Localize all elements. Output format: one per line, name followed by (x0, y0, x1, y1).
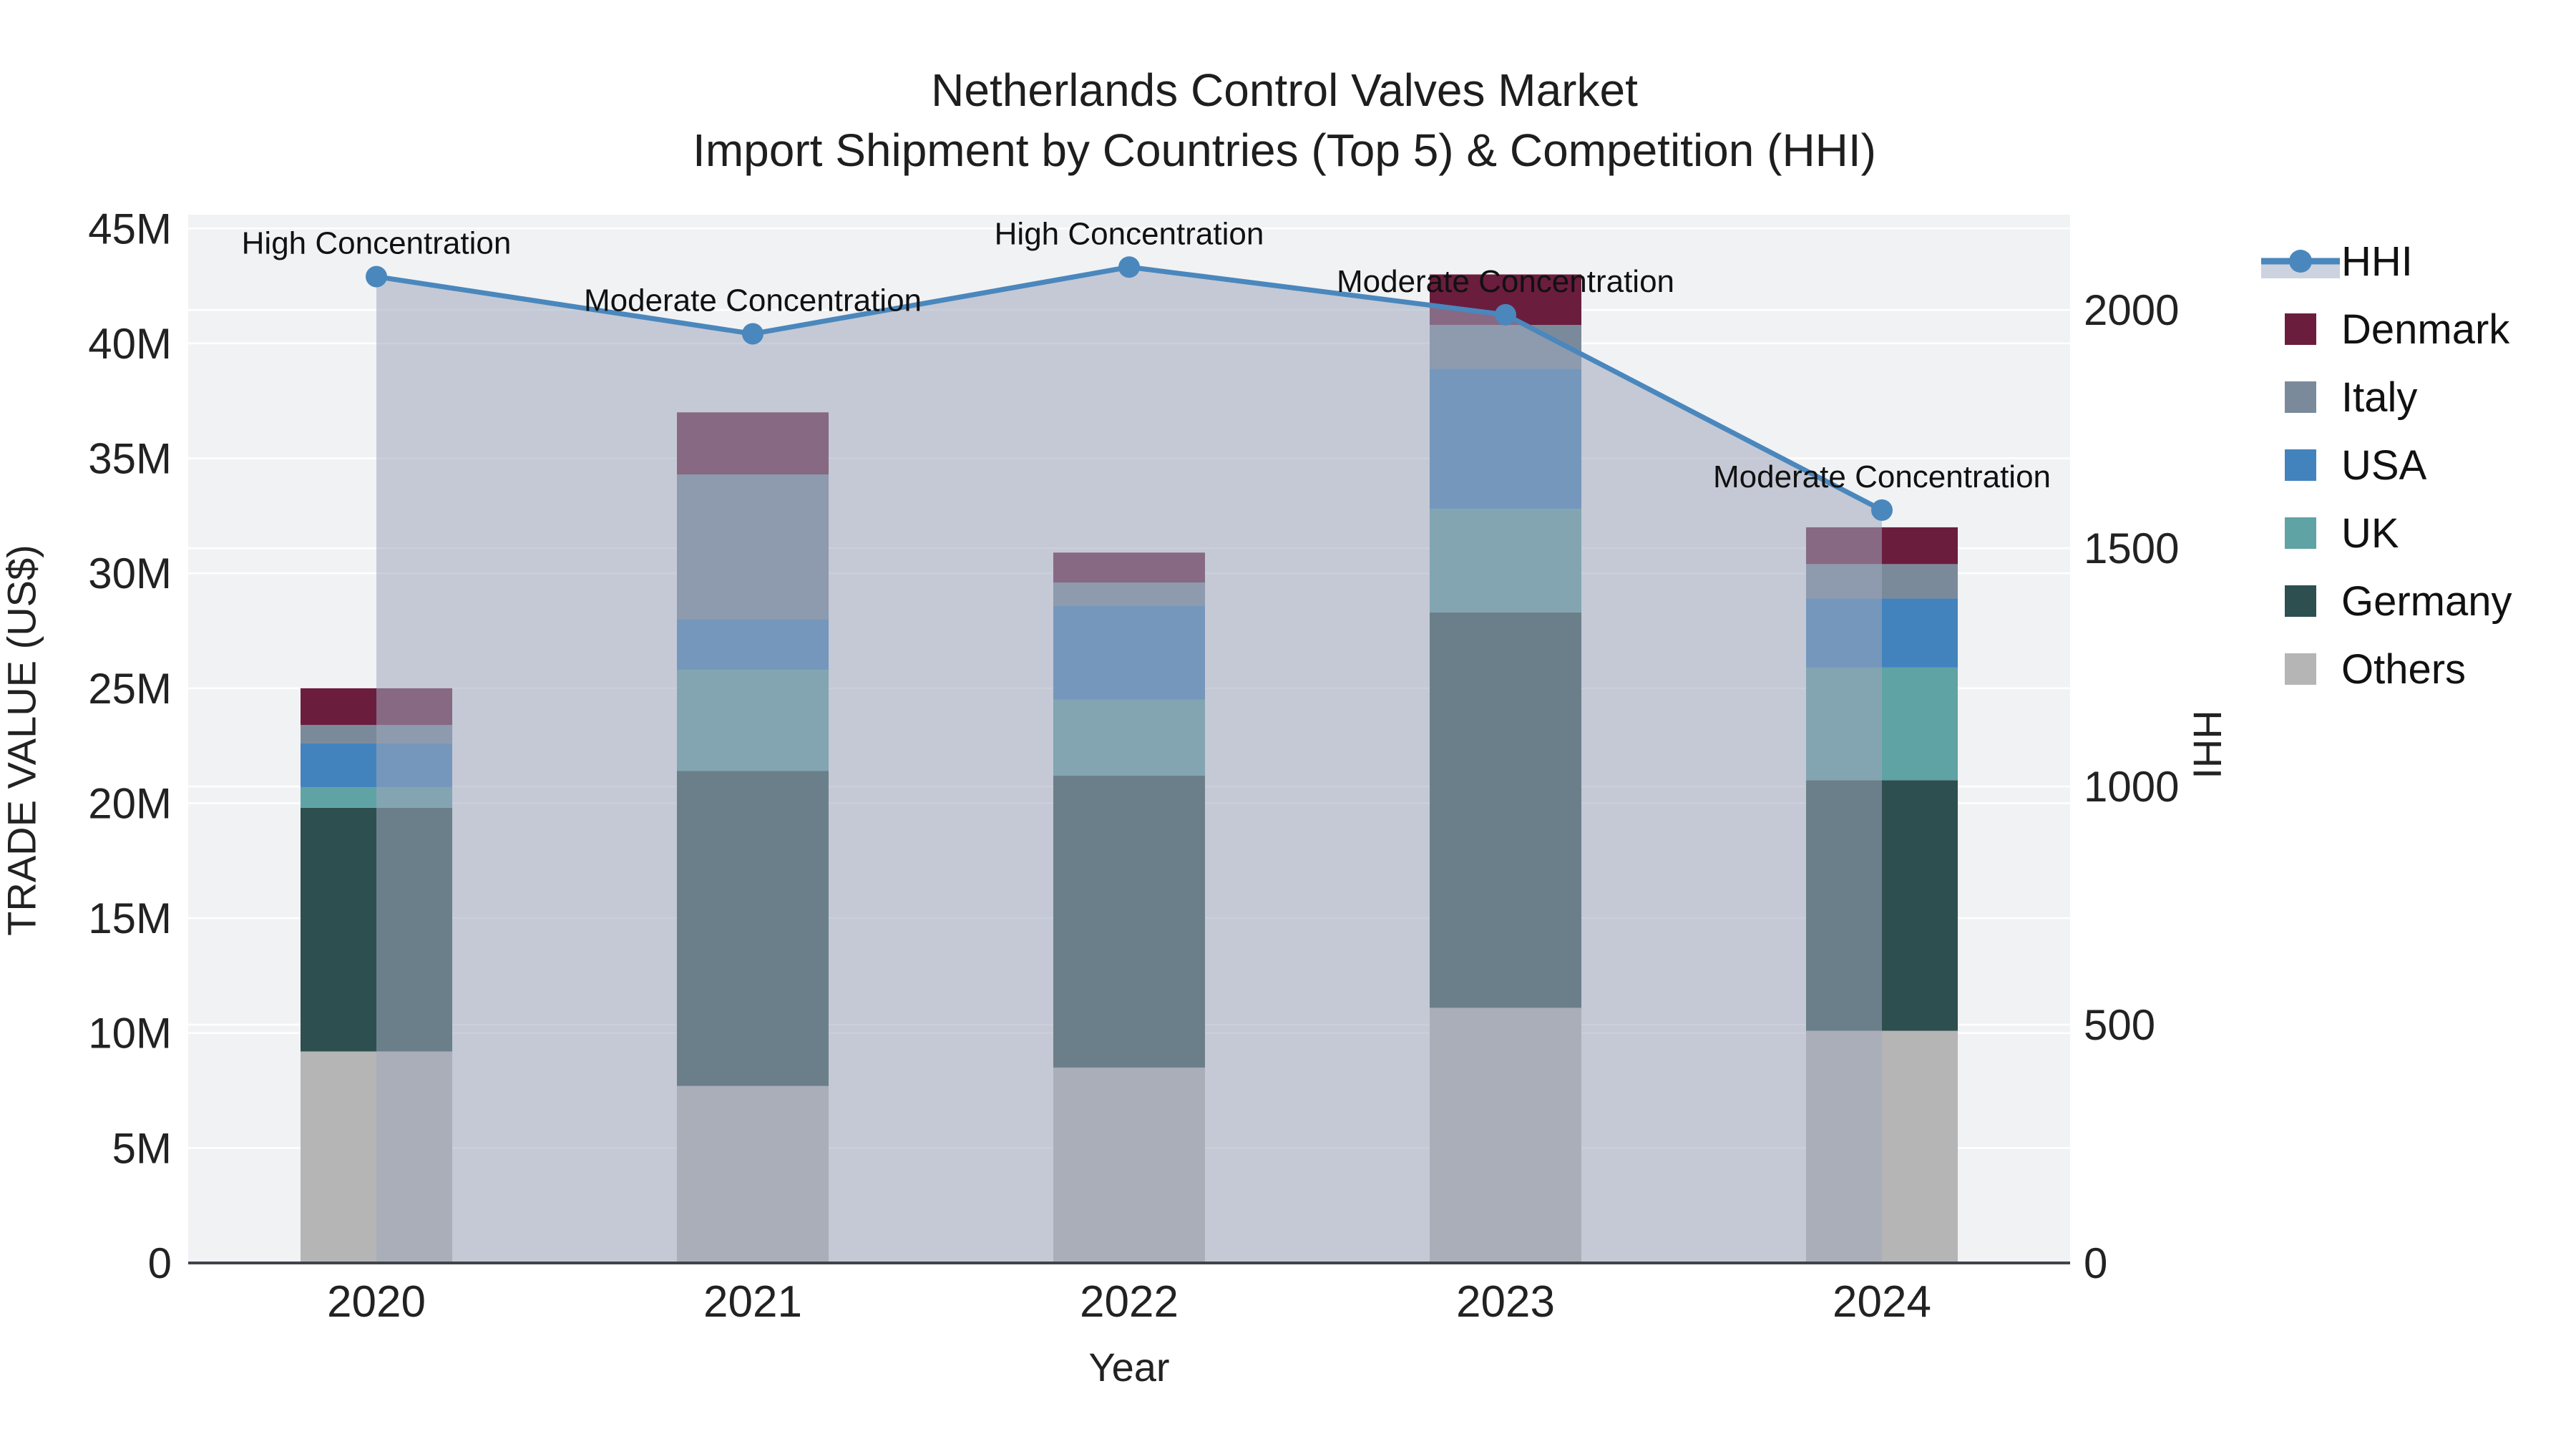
legend-label-germany: Germany (2341, 578, 2512, 625)
y-left-tick-35M: 35M (88, 435, 172, 483)
y-left-tick-20M: 20M (88, 779, 172, 827)
legend-label-hhi: HHI (2341, 238, 2413, 285)
hhi-area-fill (376, 267, 1882, 1263)
legend-item-hhi[interactable]: HHI (2261, 238, 2413, 285)
y-left-tick-0: 0 (148, 1239, 172, 1287)
hhi-point-2020[interactable] (366, 265, 387, 288)
y-left-tick-5M: 5M (112, 1124, 172, 1172)
hhi-point-2022[interactable] (1118, 256, 1140, 278)
x-tick-2023: 2023 (1456, 1277, 1555, 1327)
legend-swatch-denmark (2285, 313, 2316, 345)
y-right-tick-2000: 2000 (2084, 286, 2179, 334)
y-left-tick-40M: 40M (88, 320, 172, 368)
x-tick-2020: 2020 (327, 1277, 426, 1327)
annotation-2020: High Concentration (242, 226, 512, 261)
legend-swatch-germany (2285, 585, 2316, 617)
annotation-2021: Moderate Concentration (584, 283, 922, 318)
legend-hhi-marker-icon (2289, 250, 2312, 273)
y-right-tick-500: 500 (2084, 1001, 2155, 1049)
legend: HHI Denmark Italy USA UK Germany Others (2261, 238, 2512, 693)
y-left-tick-45M: 45M (88, 205, 172, 253)
legend-swatch-usa (2285, 449, 2316, 481)
chart-title-line2: Import Shipment by Countries (Top 5) & C… (693, 125, 1876, 176)
hhi-point-2023[interactable] (1495, 303, 1516, 326)
y-right-tick-0: 0 (2084, 1239, 2107, 1287)
legend-label-denmark: Denmark (2341, 306, 2510, 353)
y-left-tick-15M: 15M (88, 894, 172, 942)
legend-item-italy[interactable]: Italy (2285, 374, 2417, 421)
hhi-point-2024[interactable] (1871, 499, 1893, 521)
legend-item-usa[interactable]: USA (2285, 442, 2427, 489)
legend-label-usa: USA (2341, 442, 2427, 489)
legend-item-germany[interactable]: Germany (2285, 578, 2512, 625)
legend-label-italy: Italy (2341, 374, 2417, 421)
y-right-axis-title: HHI (2185, 710, 2230, 779)
annotation-2024: Moderate Concentration (1713, 459, 2051, 494)
legend-label-uk: UK (2341, 510, 2399, 557)
chart-title: Netherlands Control Valves Market Import… (0, 60, 2569, 180)
annotation-2023: Moderate Concentration (1337, 264, 1674, 299)
chart-title-line1: Netherlands Control Valves Market (931, 64, 1638, 116)
y-left-tick-30M: 30M (88, 550, 172, 597)
x-tick-2021: 2021 (703, 1277, 802, 1327)
hhi-point-2021[interactable] (742, 323, 763, 345)
legend-swatch-uk (2285, 517, 2316, 549)
annotation-2022: High Concentration (995, 216, 1264, 251)
legend-swatch-others (2285, 653, 2316, 685)
legend-swatch-italy (2285, 381, 2316, 413)
legend-item-others[interactable]: Others (2285, 646, 2466, 693)
y-left-tick-25M: 25M (88, 665, 172, 713)
legend-label-others: Others (2341, 646, 2466, 693)
y-left-axis-title: TRADE VALUE (US$) (0, 545, 44, 936)
x-tick-2022: 2022 (1080, 1277, 1179, 1327)
y-right-tick-1000: 1000 (2084, 763, 2179, 811)
x-axis-title: Year (1088, 1345, 1170, 1390)
x-tick-2024: 2024 (1833, 1277, 1931, 1327)
legend-item-denmark[interactable]: Denmark (2285, 306, 2510, 353)
legend-item-uk[interactable]: UK (2285, 510, 2399, 557)
y-right-tick-1500: 1500 (2084, 525, 2179, 572)
y-left-tick-10M: 10M (88, 1010, 172, 1058)
